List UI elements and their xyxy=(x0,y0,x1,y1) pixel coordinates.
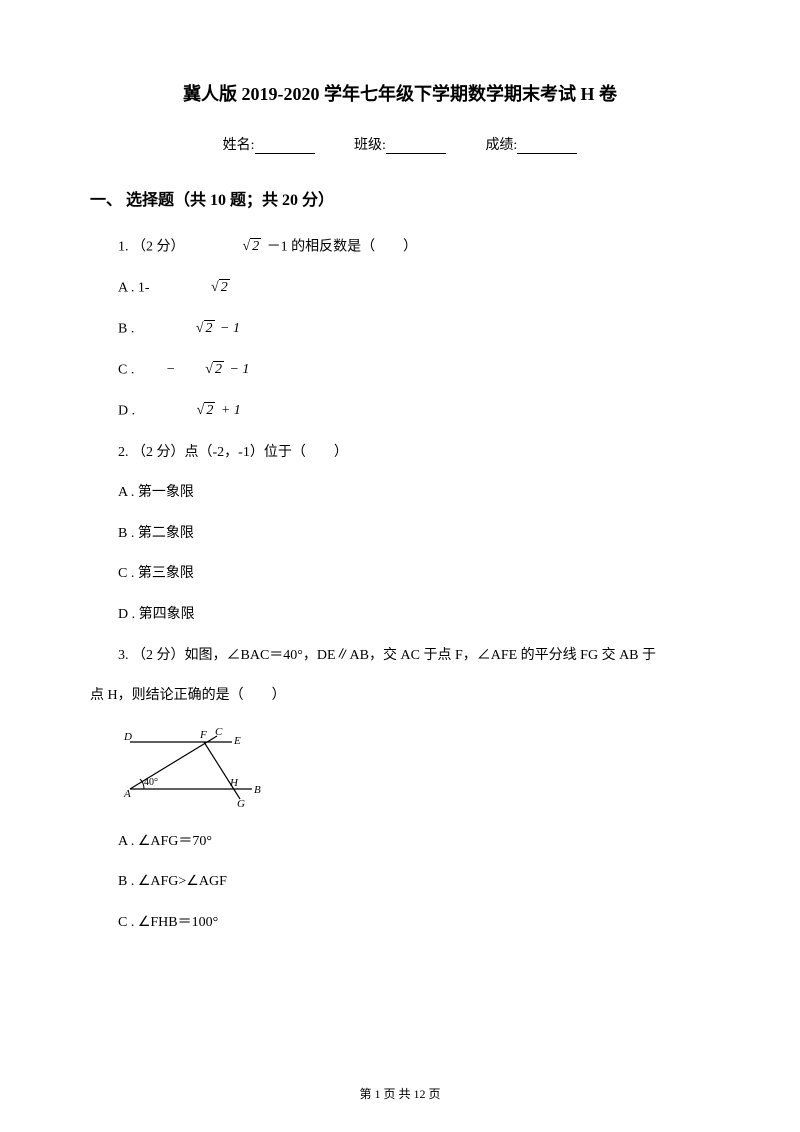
name-blank xyxy=(255,153,315,154)
svg-text:D: D xyxy=(123,731,132,743)
expr-icon: −2 − 1 xyxy=(138,357,250,384)
class-field: 班级: xyxy=(354,134,446,154)
q3-stem-line2: 点 H，则结论正确的是（ ） xyxy=(90,683,710,710)
svg-text:C: C xyxy=(215,726,223,738)
q1-a-prefix: A . 1- xyxy=(118,281,150,296)
q1-option-d: D . 2 + 1 xyxy=(90,398,710,425)
geometry-diagram-icon: D F C E A H B G 40° xyxy=(122,724,272,810)
q3-stem-line1: 3. （2 分）如图，∠BAC＝40°，DE∥AB，交 AC 于点 F，∠AFE… xyxy=(90,643,710,670)
class-label: 班级: xyxy=(354,138,386,153)
q1-option-b: B . 2 − 1 xyxy=(90,316,710,343)
sqrt2-icon: 2 xyxy=(185,234,264,261)
q3-option-b: B . ∠AFG>∠AGF xyxy=(90,869,710,896)
q2-option-c: C . 第三象限 xyxy=(90,561,710,588)
score-label: 成绩: xyxy=(485,138,517,153)
expr-icon: 2 + 1 xyxy=(139,398,241,425)
q1-option-a: A . 1- 2 xyxy=(90,275,710,302)
q1-suffix: －1 的相反数是（ ） xyxy=(263,240,417,255)
score-blank xyxy=(517,153,577,154)
q3-figure: D F C E A H B G 40° xyxy=(122,724,710,815)
svg-text:H: H xyxy=(229,777,239,789)
student-info: 姓名: 班级: 成绩: xyxy=(90,134,710,154)
q1-b-prefix: B . xyxy=(118,322,138,337)
svg-text:G: G xyxy=(237,798,245,810)
q2-option-b: B . 第二象限 xyxy=(90,521,710,548)
svg-text:E: E xyxy=(233,735,241,747)
page-footer: 第 1 页 共 12 页 xyxy=(0,1085,800,1102)
score-field: 成绩: xyxy=(485,134,577,154)
expr-icon: 2 − 1 xyxy=(138,316,240,343)
svg-text:B: B xyxy=(254,784,261,796)
name-label: 姓名: xyxy=(223,138,255,153)
class-blank xyxy=(386,153,446,154)
q1-prefix: 1. （2 分） xyxy=(118,240,185,255)
q1-d-prefix: D . xyxy=(118,404,139,419)
q3-option-c: C . ∠FHB＝100° xyxy=(90,910,710,937)
section-title: 一、 选择题（共 10 题；共 20 分） xyxy=(90,186,710,210)
q1-stem: 1. （2 分）2 －1 的相反数是（ ） xyxy=(90,234,710,261)
exam-title: 冀人版 2019-2020 学年七年级下学期数学期末考试 H 卷 xyxy=(90,80,710,106)
q1-option-c: C . −2 − 1 xyxy=(90,357,710,384)
q3-option-a: A . ∠AFG＝70° xyxy=(90,829,710,856)
q2-stem: 2. （2 分）点（-2，-1）位于（ ） xyxy=(90,440,710,467)
q1-c-prefix: C . xyxy=(118,363,138,378)
svg-text:F: F xyxy=(199,729,207,741)
sqrt2-icon: 2 xyxy=(153,275,232,302)
q2-option-d: D . 第四象限 xyxy=(90,602,710,629)
name-field: 姓名: xyxy=(223,134,315,154)
svg-text:40°: 40° xyxy=(144,777,158,788)
q2-option-a: A . 第一象限 xyxy=(90,480,710,507)
svg-text:A: A xyxy=(123,788,131,800)
